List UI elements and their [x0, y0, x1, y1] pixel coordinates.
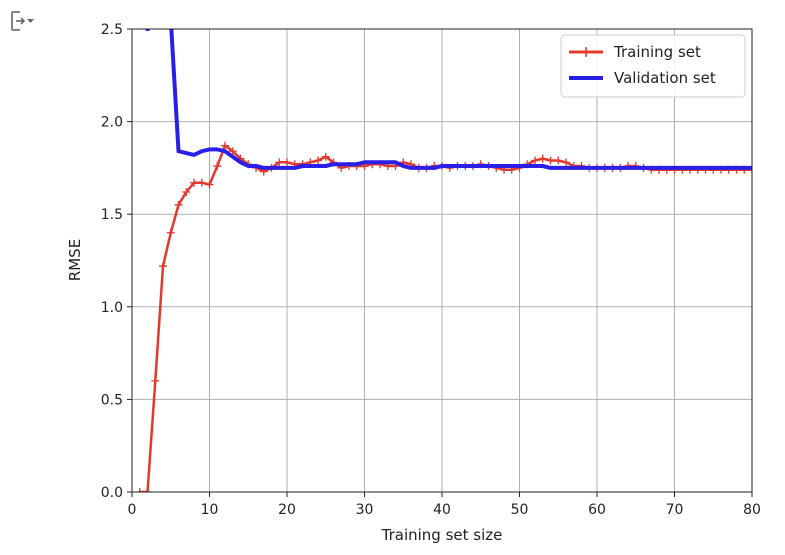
- y-tick-label: 2.0: [101, 115, 123, 131]
- x-tick-label: 70: [666, 502, 684, 518]
- training-set-point: [174, 200, 183, 209]
- legend-box: [560, 34, 746, 98]
- x-tick-label: 50: [511, 502, 529, 518]
- training-set-point: [228, 147, 237, 156]
- x-tick-label: 60: [588, 502, 606, 518]
- training-set-point: [182, 187, 191, 196]
- x-tick-label: 30: [356, 502, 374, 518]
- training-set-point: [538, 154, 547, 163]
- x-axis-label: Training set size: [381, 526, 503, 544]
- x-tick-label: 80: [743, 502, 761, 518]
- y-tick-label: 0.0: [101, 485, 123, 501]
- training-set-point: [321, 152, 330, 161]
- training-set-point: [213, 162, 222, 171]
- training-set-point: [143, 488, 152, 492]
- training-set-point: [546, 156, 555, 165]
- training-set-point: [190, 178, 198, 187]
- x-tick-label: 20: [278, 502, 296, 518]
- training-set-point: [166, 228, 175, 237]
- y-tick-label: 1.0: [101, 300, 123, 316]
- x-tick-label: 10: [201, 502, 219, 518]
- grid: [131, 28, 753, 493]
- x-tick-label: 0: [128, 502, 137, 518]
- legend-training-marker: [581, 47, 591, 57]
- output-toggle-icon[interactable]: [10, 10, 36, 32]
- y-tick-label: 0.5: [101, 392, 123, 408]
- ticks: 0 10 20 30 40 50 60 70 80 0.0 0.5 1.0 1.5 2.0 2.5: [101, 22, 761, 518]
- y-tick-label: 1.5: [101, 207, 123, 223]
- training-set-point: [531, 156, 539, 165]
- training-set-point: [554, 156, 563, 165]
- training-set-point: [314, 156, 322, 165]
- y-axis-label: RMSE: [66, 239, 84, 281]
- series-layer: [135, 29, 752, 492]
- training-set-point: [221, 141, 229, 150]
- training-set-point: [275, 158, 284, 167]
- y-tick-label: 2.5: [101, 22, 123, 38]
- training-set-point: [283, 158, 291, 167]
- training-set-point: [159, 262, 167, 271]
- training-set-point: [562, 158, 570, 167]
- legend: Training set Validation set: [560, 34, 746, 98]
- legend-training-label: Training set: [613, 43, 701, 61]
- validation-set-line: [145, 29, 752, 170]
- training-set-line: [139, 144, 752, 492]
- legend-validation-label: Validation set: [614, 69, 716, 87]
- x-tick-label: 40: [433, 502, 451, 518]
- training-set-point: [197, 178, 206, 187]
- training-set-point: [135, 488, 144, 492]
- training-set-point: [205, 180, 214, 189]
- training-set-point: [151, 376, 160, 385]
